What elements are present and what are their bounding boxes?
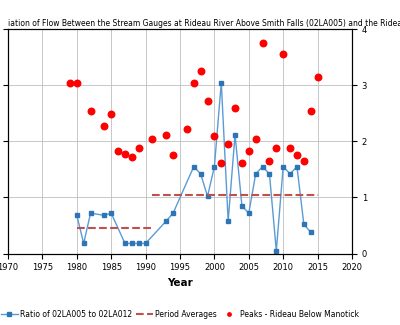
- Point: [314, 74, 321, 80]
- Point: [108, 112, 114, 117]
- Point: [294, 153, 300, 158]
- Point: [198, 69, 204, 74]
- Point: [190, 80, 197, 85]
- Point: [115, 149, 121, 154]
- Point: [204, 98, 211, 104]
- Point: [301, 158, 307, 163]
- Point: [101, 123, 108, 128]
- Point: [266, 158, 273, 163]
- Point: [136, 146, 142, 151]
- X-axis label: Year: Year: [167, 278, 193, 288]
- Point: [280, 52, 286, 57]
- Point: [273, 146, 280, 151]
- Point: [308, 108, 314, 113]
- Point: [129, 154, 135, 160]
- Point: [149, 136, 156, 141]
- Point: [87, 108, 94, 113]
- Point: [246, 149, 252, 154]
- Point: [218, 160, 224, 165]
- Point: [211, 133, 218, 138]
- Point: [259, 41, 266, 46]
- Point: [252, 136, 259, 141]
- Text: iation of Flow Between the Stream Gauges at Rideau River Above Smith Falls (02LA: iation of Flow Between the Stream Gauges…: [8, 20, 400, 29]
- Point: [163, 132, 170, 137]
- Legend: Ratio of 02LA005 to 02LA012, Period Averages, Peaks - Rideau Below Manotick: Ratio of 02LA005 to 02LA012, Period Aver…: [0, 307, 362, 322]
- Point: [287, 146, 293, 151]
- Point: [170, 153, 176, 158]
- Point: [225, 142, 231, 147]
- Point: [122, 151, 128, 156]
- Point: [74, 80, 80, 85]
- Point: [67, 80, 73, 85]
- Point: [184, 126, 190, 132]
- Point: [239, 160, 245, 165]
- Point: [232, 105, 238, 110]
